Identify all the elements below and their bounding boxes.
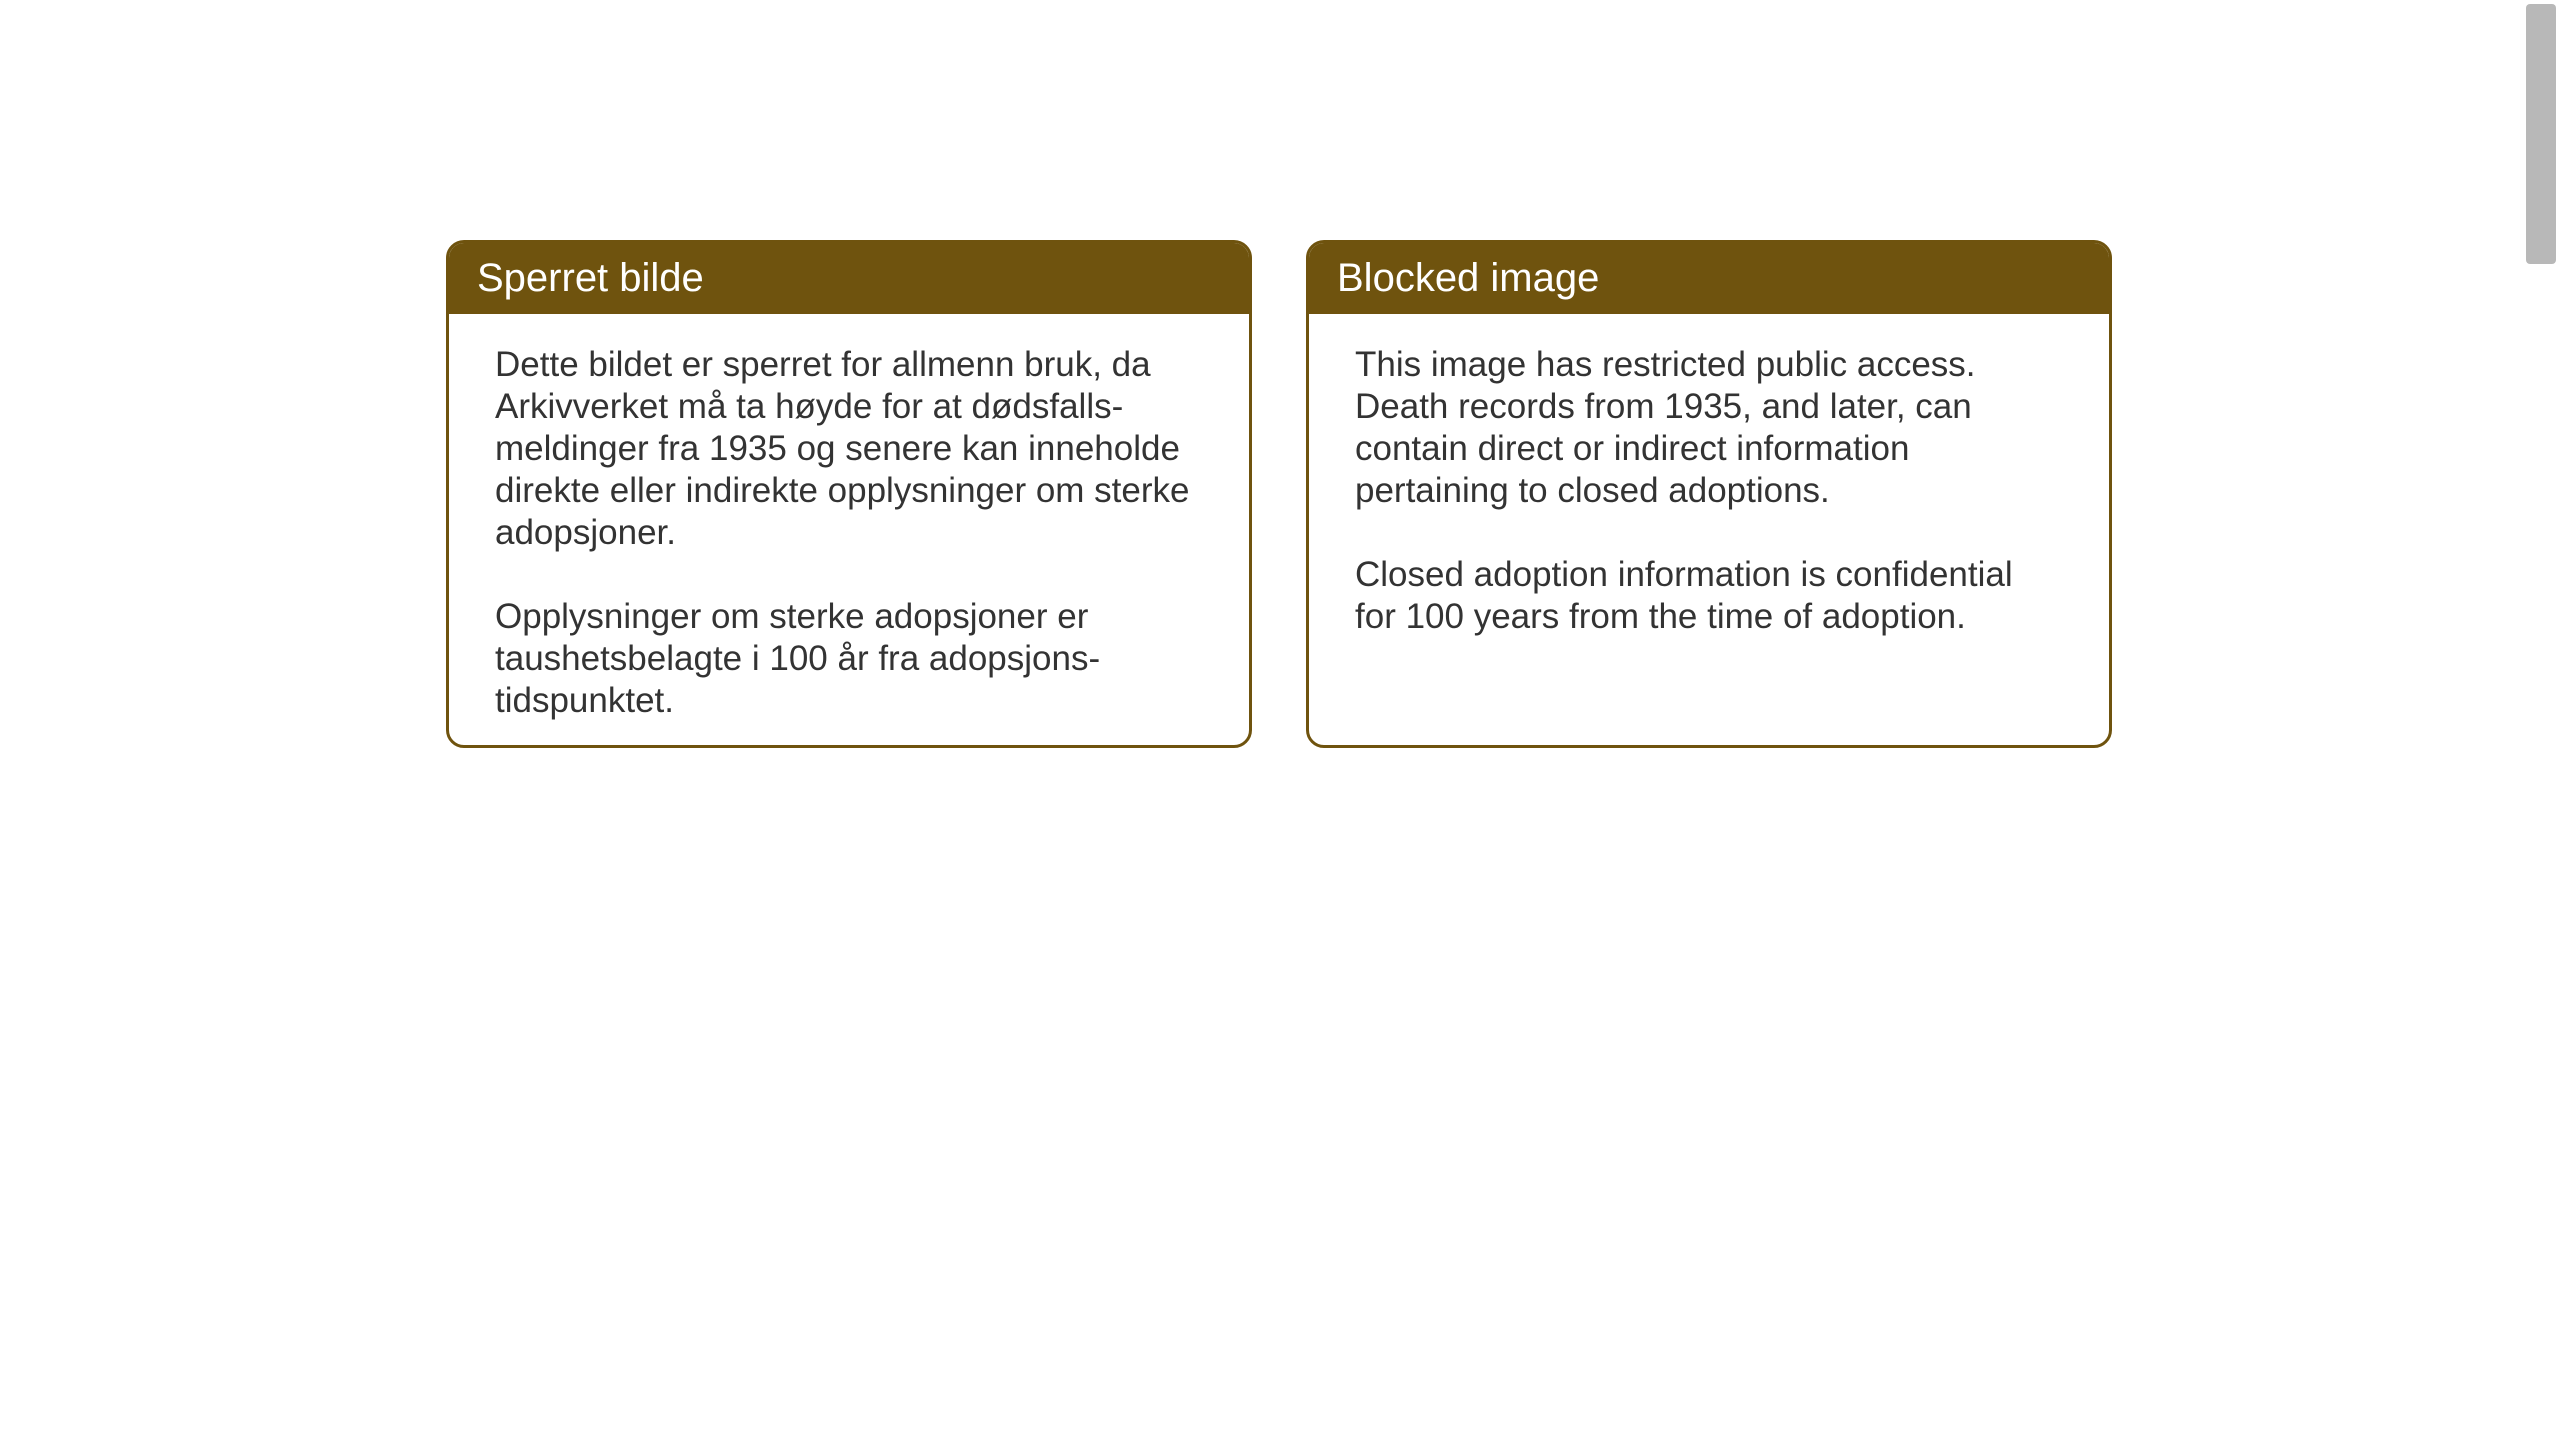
norwegian-card-title: Sperret bilde: [449, 243, 1249, 314]
english-paragraph-1: This image has restricted public access.…: [1355, 344, 2063, 512]
norwegian-card-body: Dette bildet er sperret for allmenn bruk…: [449, 314, 1249, 748]
norwegian-paragraph-1: Dette bildet er sperret for allmenn bruk…: [495, 344, 1203, 554]
norwegian-paragraph-2: Opplysninger om sterke adopsjoner er tau…: [495, 596, 1203, 722]
english-notice-card: Blocked image This image has restricted …: [1306, 240, 2112, 748]
english-card-title: Blocked image: [1309, 243, 2109, 314]
page-scrollbar[interactable]: [2526, 4, 2556, 264]
english-card-body: This image has restricted public access.…: [1309, 314, 2109, 668]
notice-container: Sperret bilde Dette bildet er sperret fo…: [0, 0, 2560, 748]
norwegian-notice-card: Sperret bilde Dette bildet er sperret fo…: [446, 240, 1252, 748]
english-paragraph-2: Closed adoption information is confident…: [1355, 554, 2063, 638]
